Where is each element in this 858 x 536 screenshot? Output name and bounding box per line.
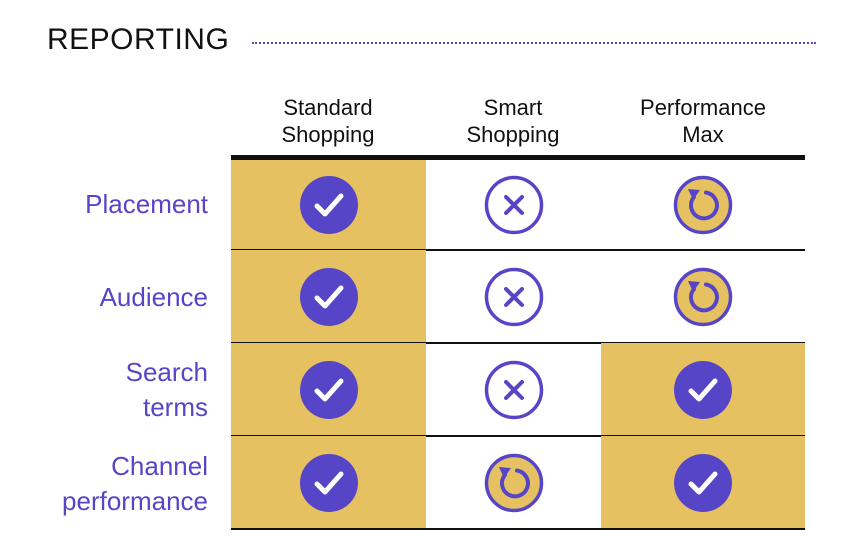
table-cell bbox=[601, 343, 805, 436]
header-rule bbox=[231, 155, 805, 160]
refresh-circle-icon bbox=[484, 453, 544, 513]
table-cell bbox=[231, 250, 426, 343]
cross-circle-icon bbox=[484, 360, 544, 420]
check-circle-icon bbox=[673, 453, 733, 513]
row-label: Channel performance bbox=[62, 451, 208, 516]
check-circle-icon bbox=[299, 175, 359, 235]
row-divider bbox=[231, 528, 805, 530]
row-divider bbox=[231, 342, 805, 344]
table-cell bbox=[231, 343, 426, 436]
table-cell bbox=[601, 436, 805, 529]
row-label: Placement bbox=[85, 188, 208, 219]
row-divider bbox=[231, 249, 805, 251]
table-cell bbox=[426, 250, 601, 343]
cross-circle-icon bbox=[484, 267, 544, 327]
row-label: Audience bbox=[99, 281, 208, 312]
refresh-circle-icon bbox=[673, 267, 733, 327]
table-cell bbox=[601, 160, 805, 250]
row-divider bbox=[231, 435, 805, 437]
column-header-standard-shopping: Standard Shopping bbox=[281, 95, 375, 147]
table-cell bbox=[601, 250, 805, 343]
table-cell bbox=[426, 343, 601, 436]
table-cell bbox=[231, 160, 426, 250]
table-cell bbox=[426, 160, 601, 250]
column-header-smart-shopping: Smart Shopping bbox=[466, 95, 560, 147]
check-circle-icon bbox=[299, 267, 359, 327]
dotted-divider bbox=[252, 42, 816, 44]
table-cell bbox=[426, 436, 601, 529]
refresh-circle-icon bbox=[673, 175, 733, 235]
check-circle-icon bbox=[673, 360, 733, 420]
column-header-performance-max: Performance Max bbox=[640, 95, 766, 147]
row-label: Search terms bbox=[125, 357, 208, 422]
section-title: REPORTING bbox=[47, 23, 230, 56]
check-circle-icon bbox=[299, 453, 359, 513]
cross-circle-icon bbox=[484, 175, 544, 235]
check-circle-icon bbox=[299, 360, 359, 420]
table-cell bbox=[231, 436, 426, 529]
